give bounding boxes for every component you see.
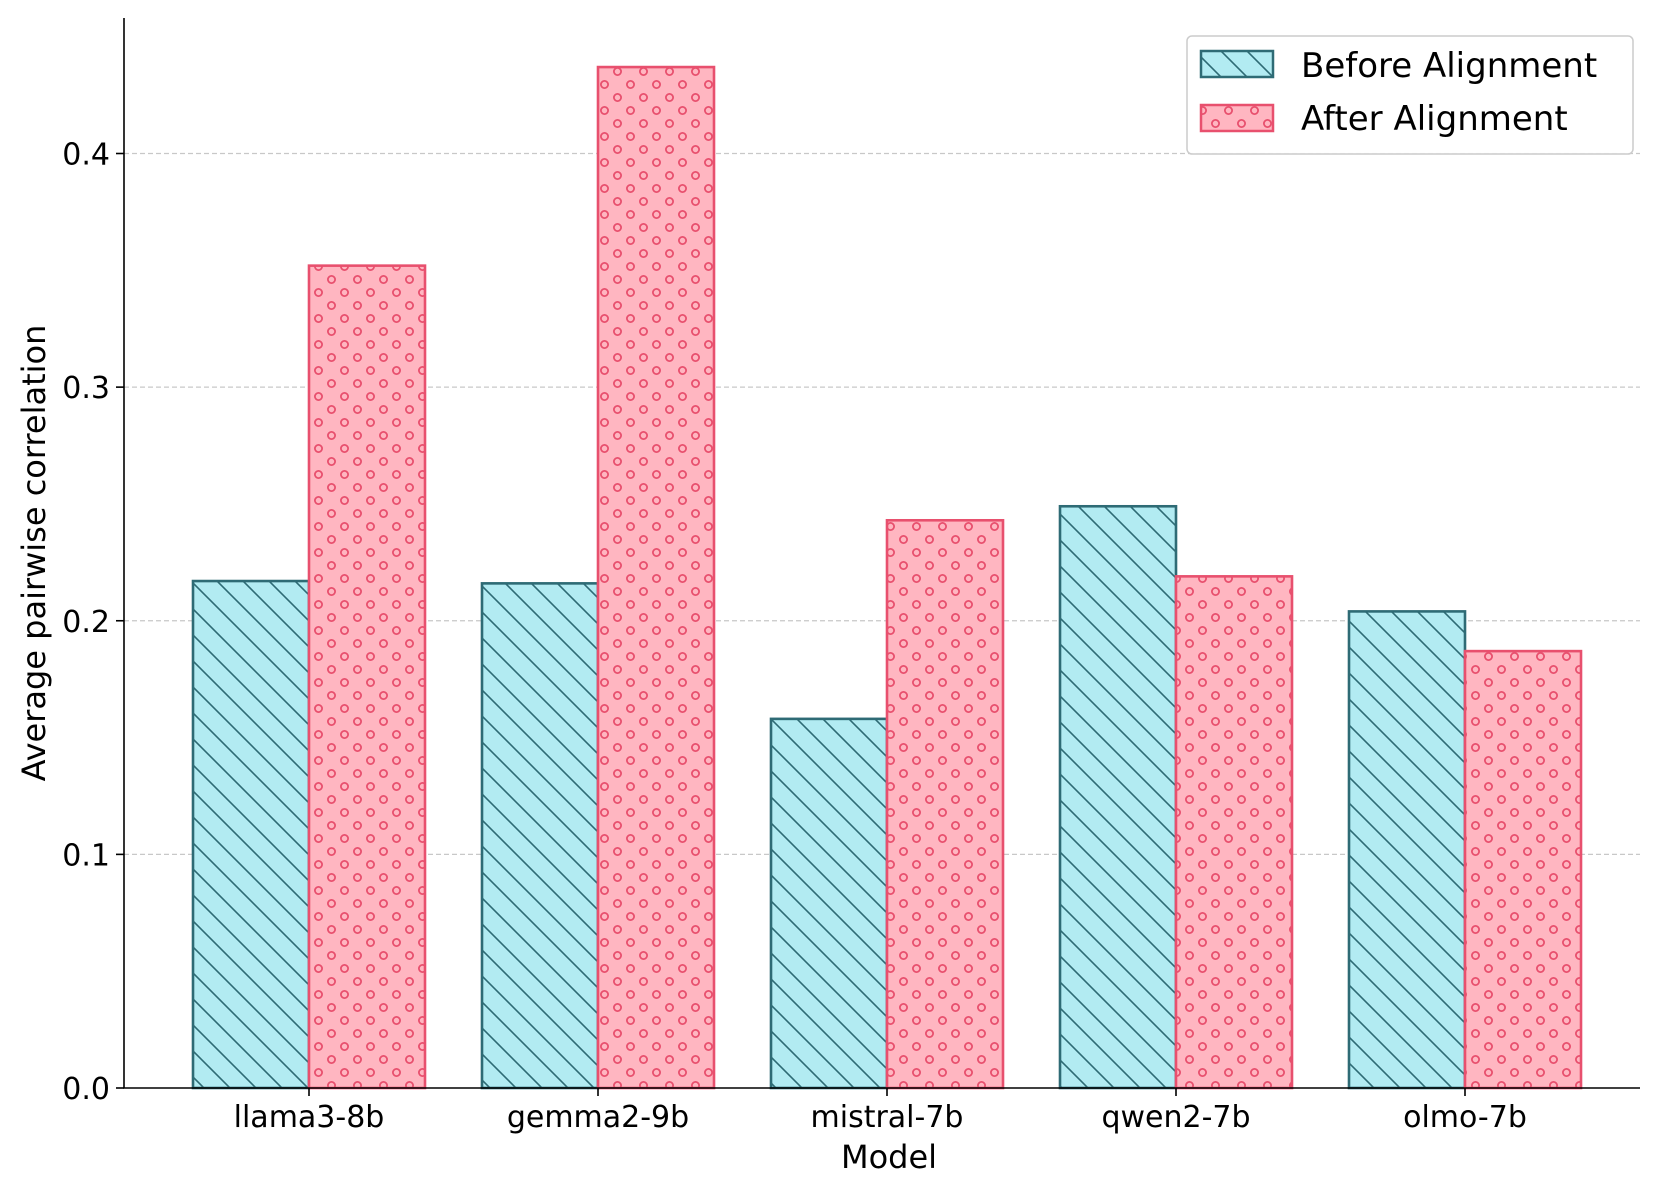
y-tick-label-2: 0.2 [62, 605, 110, 640]
ticks: 0.0 0.1 0.2 0.3 0.4 llama3-8b gemma2-9b mistral… [62, 138, 1527, 1135]
bar-after-qwen2-7b [1174, 575, 1294, 1090]
y-tick-label-0: 0.0 [62, 1072, 110, 1107]
axes [123, 18, 1640, 1089]
x-axis-title: Model [841, 1138, 937, 1176]
bar-before-llama3-8b [191, 579, 311, 1090]
bar-before-qwen2-7b [1058, 504, 1178, 1090]
bar-before-olmo-7b [1347, 610, 1467, 1090]
x-tick-label-olmo-7b: olmo-7b [1403, 1100, 1527, 1135]
x-tick-label-qwen2-7b: qwen2-7b [1101, 1100, 1250, 1135]
legend: Before Alignment After Alignment [1186, 35, 1634, 155]
y-tick-label-1: 0.1 [62, 838, 110, 873]
legend-swatch-after [1199, 103, 1275, 133]
bar-after-olmo-7b [1463, 649, 1583, 1090]
bars [191, 65, 1583, 1090]
bar-after-llama3-8b [307, 264, 427, 1090]
legend-label-before: Before Alignment [1301, 46, 1597, 86]
legend-frame [1186, 35, 1634, 155]
x-tick-label-mistral-7b: mistral-7b [811, 1100, 964, 1135]
bar-before-gemma2-9b [480, 582, 600, 1090]
legend-swatch-before [1199, 49, 1275, 79]
x-tick-label-gemma2-9b: gemma2-9b [507, 1100, 689, 1135]
bar-before-mistral-7b [769, 717, 889, 1090]
bar-after-gemma2-9b [596, 65, 716, 1090]
x-tick-label-llama3-8b: llama3-8b [234, 1100, 385, 1135]
y-axis-title: Average pairwise correlation [15, 325, 53, 782]
bar-after-mistral-7b [885, 518, 1005, 1090]
y-tick-label-3: 0.3 [62, 371, 110, 406]
legend-label-after: After Alignment [1301, 99, 1568, 139]
y-tick-label-4: 0.4 [62, 138, 110, 173]
